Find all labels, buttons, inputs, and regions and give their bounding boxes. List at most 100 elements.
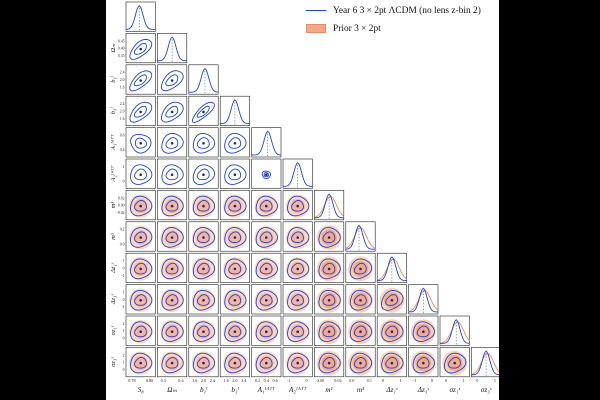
legend: Year 6 3 × 2pt ΛCDM (no lens z-bin 2) Pr… [306, 3, 496, 53]
posterior-contour-95 [130, 164, 153, 185]
panel-frame [188, 64, 219, 95]
posterior-contour-95 [192, 321, 216, 342]
posterior-contour-95 [255, 227, 278, 248]
posterior-contour-68 [322, 294, 336, 306]
panel-11-2 [188, 347, 219, 378]
y-tick-label: 1 [123, 165, 125, 169]
posterior-contour-95 [130, 258, 153, 280]
posterior-contour-68 [263, 172, 270, 178]
panel-10-10 [439, 315, 470, 346]
x-tick-label: 0.00 [317, 378, 324, 383]
x-axis-label: Δz₃ˢ [417, 386, 430, 394]
panel-3-0 [125, 95, 156, 126]
posterior-contour-95 [192, 352, 216, 374]
y-axis-label: A₁ᴵᴬᵀᵀ [110, 134, 117, 151]
x-tick-label: 0.6 [273, 378, 278, 383]
y-tick-label: 0.02 [118, 196, 125, 200]
posterior-contour-68 [416, 357, 430, 369]
posterior-marginal [125, 5, 156, 30]
posterior-mean-point [296, 299, 299, 302]
posterior-contour-95 [381, 352, 404, 374]
posterior-contour-95 [130, 227, 153, 248]
panel-11-0 [125, 347, 156, 378]
x-tick-label: 0.2 [255, 378, 260, 383]
panel-6-0 [125, 190, 156, 221]
panel-10-2 [188, 315, 219, 346]
panel-4-4 [251, 127, 282, 158]
posterior-contour-68 [134, 231, 147, 243]
posterior-mean-point [139, 361, 142, 365]
x-tick-label: 0.0 [349, 378, 354, 383]
y-tick-label: 0 [123, 337, 125, 341]
posterior-mean-point [139, 299, 142, 302]
panel-5-5 [282, 158, 313, 189]
panel-11-4 [251, 347, 282, 378]
posterior-contour-95 [443, 352, 467, 374]
corner-plot-figure: 0.78 0.80 S₈ 0.3 0.4 Ωₘ 1.6 2.0 2.4 b₁ˡ 1.6 2.0 2.4 b… [106, 0, 499, 400]
panel-3-3 [219, 95, 250, 126]
posterior-contour-68 [291, 231, 304, 243]
x-tick-label: 2.0 [201, 378, 206, 383]
y-axis-label: b₃ˡ [110, 107, 117, 115]
x-tick-label: 0 [382, 378, 384, 383]
posterior-contour-68 [322, 231, 336, 243]
panel-4-3 [219, 127, 250, 158]
x-axis-label: b₃ˡ [231, 386, 239, 394]
x-tick-label: 0.4 [264, 378, 270, 383]
posterior-mean-point [327, 330, 331, 334]
posterior-mean-point [139, 330, 142, 334]
posterior-contour-68 [385, 357, 399, 369]
panel-11-3 [219, 347, 250, 378]
posterior-mean-point [265, 330, 268, 334]
posterior-contour-95 [160, 70, 184, 92]
panel-5-1 [157, 158, 188, 189]
posterior-mean-point [202, 142, 205, 145]
x-tick-label: 0.1 [367, 378, 372, 383]
y-axis-label: Δz₃ˢ [110, 294, 117, 306]
panel-3-2 [188, 95, 219, 126]
x-tick-label: 0 [445, 378, 447, 383]
x-tick-label: 1 [494, 378, 496, 383]
y-axis-label: σz₁ˢ [110, 325, 117, 335]
posterior-contour-95 [381, 321, 404, 342]
posterior-mean-point [359, 267, 362, 271]
panel-8-3 [219, 252, 250, 283]
y-tick-label: 0.00 [118, 204, 125, 208]
panel-4-1 [157, 127, 188, 158]
panel-8-8 [376, 252, 407, 283]
posterior-mean-point [139, 173, 142, 176]
panel-9-9 [408, 284, 439, 315]
posterior-contour-95 [192, 164, 216, 186]
posterior-mean-point [296, 330, 299, 334]
panel-7-3 [219, 221, 250, 252]
panel-7-1 [157, 221, 188, 252]
x-tick-label: 0 [476, 378, 478, 383]
posterior-mean-point [139, 142, 142, 145]
posterior-contour-95 [287, 227, 310, 248]
posterior-contour-68 [134, 357, 147, 369]
posterior-contour-68 [322, 262, 336, 275]
panel-frame [439, 315, 470, 346]
panel-6-5 [282, 190, 313, 221]
posterior-mean-point [139, 110, 142, 114]
posterior-contour-68 [196, 231, 210, 243]
panel-6-3 [219, 190, 250, 221]
posterior-marginal [188, 68, 219, 93]
posterior-mean-point [390, 299, 394, 302]
panel-0-0 [125, 1, 156, 32]
posterior-mean-point [233, 361, 237, 365]
panel-9-1 [157, 284, 188, 315]
panel-10-4 [251, 315, 282, 346]
posterior-contour-95 [161, 195, 184, 217]
posterior-contour-68 [228, 168, 242, 181]
posterior-mean-point [170, 361, 174, 365]
panel-7-0 [125, 221, 156, 252]
panel-2-1 [157, 64, 188, 95]
panel-6-2 [188, 190, 219, 221]
y-tick-label: -1 [121, 274, 124, 278]
posterior-contour-95 [161, 289, 184, 311]
posterior-mean-point [265, 173, 268, 176]
posterior-contour-95 [318, 258, 341, 280]
legend-patch-swatch [306, 24, 326, 33]
